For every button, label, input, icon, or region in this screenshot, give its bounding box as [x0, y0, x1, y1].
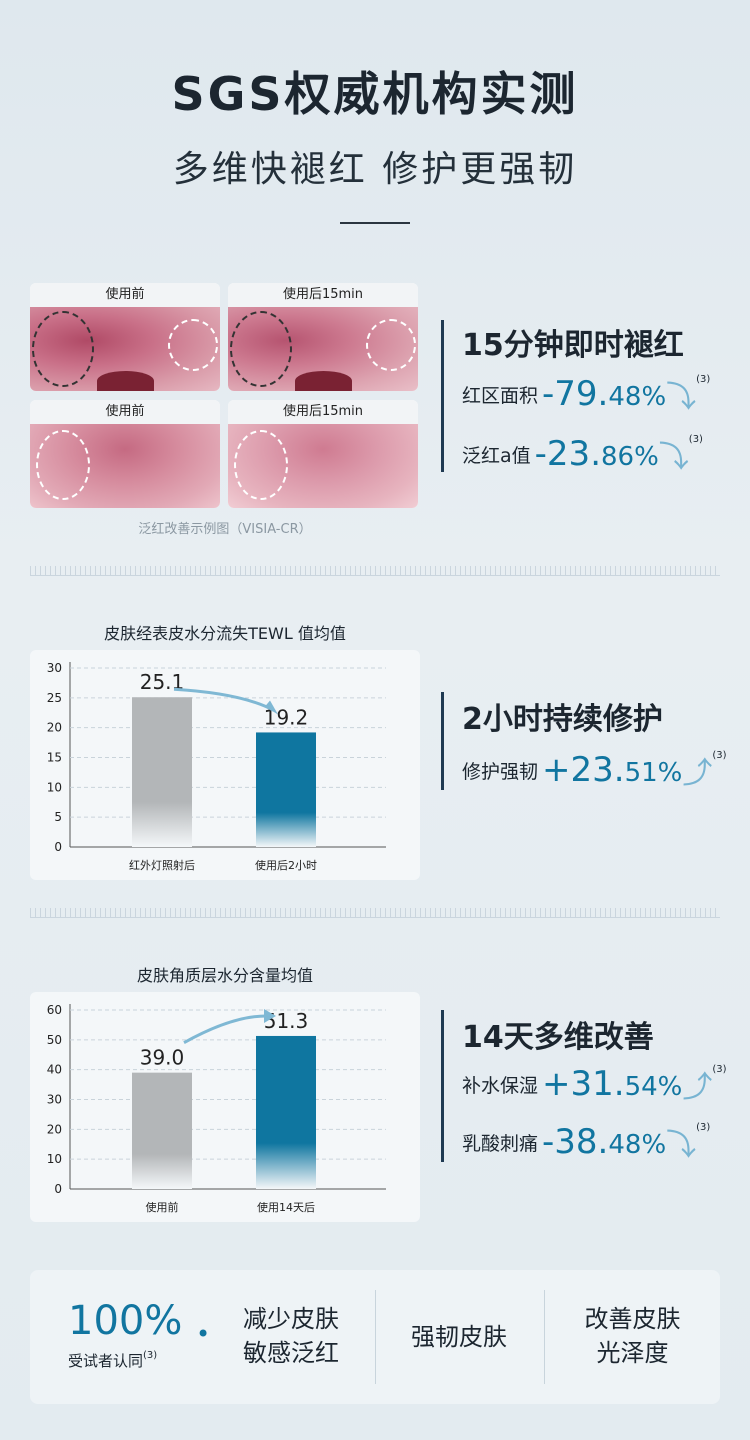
y-tick-label: 20 [47, 721, 62, 735]
stat-label: 乳酸刺痛 [462, 1132, 539, 1155]
y-tick-label: 10 [47, 1152, 62, 1166]
section2-heading: 2小时持续修护 [462, 702, 663, 737]
footnote-mark: (3) [712, 750, 727, 761]
chart1-title: 皮肤经表皮水分流失TEWL 值均值 [104, 624, 346, 643]
y-tick-label: 0 [54, 1182, 62, 1196]
footnote-mark: (3) [712, 1064, 727, 1075]
bar [132, 697, 192, 847]
y-tick-label: 0 [54, 840, 62, 854]
bar-value-label: 39.0 [140, 1046, 185, 1070]
highlight-ellipse [230, 311, 292, 387]
highlight-ellipse [32, 311, 94, 387]
y-tick-label: 10 [47, 780, 62, 794]
photo-before-2: 使用前 [30, 400, 220, 508]
arrow-down-icon: ⤵ [658, 440, 689, 475]
accent-bar [441, 320, 444, 472]
feature-improve-glow: 改善皮肤 光泽度 [584, 1305, 681, 1367]
y-tick-label: 20 [47, 1122, 62, 1136]
photo-caption: 使用前 [30, 400, 220, 424]
stat-value: -38.48% [542, 1122, 667, 1162]
highlight-ellipse [234, 430, 288, 500]
photo-after-1: 使用后15min [228, 283, 418, 391]
approval-label-wrap: 受试者认同 (3) [68, 1350, 157, 1371]
stat-label: 修护强韧 [462, 760, 539, 783]
face-image [228, 424, 418, 508]
photo-before-1: 使用前 [30, 283, 220, 391]
stat-row: 泛红a值 -23.86% ⤵ (3) [462, 432, 703, 476]
y-tick-label: 60 [47, 1003, 62, 1017]
x-tick-label: 红外灯照射后 [129, 858, 195, 872]
chart2-card: 0 10 20 30 40 50 60 39.0 使用前 51.3 使用14天后 [30, 992, 420, 1222]
trend-arrow-head [264, 1008, 276, 1023]
photo-caption: 使用前 [30, 283, 220, 307]
feature-reduce-redness: 减少皮肤 敏感泛红 [243, 1305, 339, 1367]
y-tick-label: 40 [47, 1063, 62, 1077]
footnote-mark: (3) [143, 1350, 158, 1361]
stat-value: -79.48% [542, 374, 667, 414]
section1-heading: 15分钟即时褪红 [462, 328, 684, 363]
stat-row: 修护强韧 +23.51% ⤴ (3) [462, 748, 727, 792]
y-tick-label: 50 [47, 1033, 62, 1047]
trend-arrow-head [265, 700, 278, 715]
stat-value: -23.86% [534, 434, 659, 474]
face-image [30, 307, 220, 391]
stat-row: 红区面积 -79.48% ⤵ (3) [462, 372, 710, 416]
stat-value: +23.51% [542, 750, 683, 790]
footnote-mark: (3) [696, 1122, 711, 1133]
approval-percent: 100% [68, 1298, 183, 1344]
summary-card: 100% 受试者认同 (3) • 减少皮肤 敏感泛红 强韧皮肤 改善皮肤 光泽度 [30, 1270, 720, 1404]
approval-label: 受试者认同 [68, 1352, 144, 1370]
arrow-down-icon: ⤵ [666, 380, 697, 415]
trend-arrow [183, 1014, 267, 1044]
stat-label: 补水保湿 [462, 1074, 539, 1097]
chart1-card: 0 5 10 15 20 25 30 25.1 红外灯照射后 19.2 使用后2小时 [30, 650, 420, 880]
photo-after-2: 使用后15min [228, 400, 418, 508]
photo-footnote: 泛红改善示例图（VISIA-CR） [138, 522, 312, 537]
accent-bar [441, 692, 444, 790]
y-tick-label: 5 [54, 810, 62, 824]
bar [256, 732, 316, 847]
title-divider [340, 222, 410, 224]
card-divider [375, 1290, 376, 1384]
bar [256, 1035, 316, 1189]
stat-label: 泛红a值 [462, 444, 531, 467]
section3-heading: 14天多维改善 [462, 1020, 654, 1055]
stat-row: 乳酸刺痛 -38.48% ⤵ (3) [462, 1120, 710, 1164]
footnote-mark: (3) [696, 374, 711, 385]
page-subtitle: 多维快褪红 修护更强韧 [172, 149, 578, 190]
feature-strengthen-skin: 强韧皮肤 [411, 1323, 507, 1351]
y-tick-label: 30 [47, 661, 62, 675]
face-image [228, 307, 418, 391]
stat-label: 红区面积 [462, 384, 539, 407]
arrow-up-icon: ⤴ [682, 756, 713, 791]
y-tick-label: 25 [47, 691, 62, 705]
y-tick-label: 30 [47, 1093, 62, 1107]
ruler-divider [30, 566, 720, 576]
stat-row: 补水保湿 +31.54% ⤴ (3) [462, 1062, 727, 1106]
chart2-svg: 0 10 20 30 40 50 60 39.0 使用前 51.3 使用14天后 [47, 1003, 386, 1214]
bar-value-label: 51.3 [264, 1009, 309, 1033]
bullet-dot: • [196, 1320, 211, 1348]
photo-caption: 使用后15min [228, 400, 418, 424]
x-tick-label: 使用前 [146, 1200, 179, 1214]
page-title: SGS权威机构实测 [171, 67, 579, 121]
highlight-ellipse [168, 319, 218, 371]
x-tick-label: 使用后2小时 [255, 859, 317, 872]
accent-bar [441, 1010, 444, 1162]
chart2-title: 皮肤角质层水分含量均值 [136, 966, 313, 985]
arrow-down-icon: ⤵ [666, 1128, 697, 1163]
card-divider [544, 1290, 545, 1384]
highlight-ellipse [366, 319, 416, 371]
arrow-up-icon: ⤴ [682, 1070, 713, 1105]
ruler-divider [30, 908, 720, 918]
footnote-mark: (3) [688, 434, 703, 445]
highlight-ellipse [36, 430, 90, 500]
x-tick-label: 使用14天后 [257, 1201, 315, 1214]
bar [132, 1072, 192, 1189]
stat-value: +31.54% [542, 1064, 683, 1104]
y-tick-label: 15 [47, 751, 62, 765]
face-image [30, 424, 220, 508]
photo-caption: 使用后15min [228, 283, 418, 307]
